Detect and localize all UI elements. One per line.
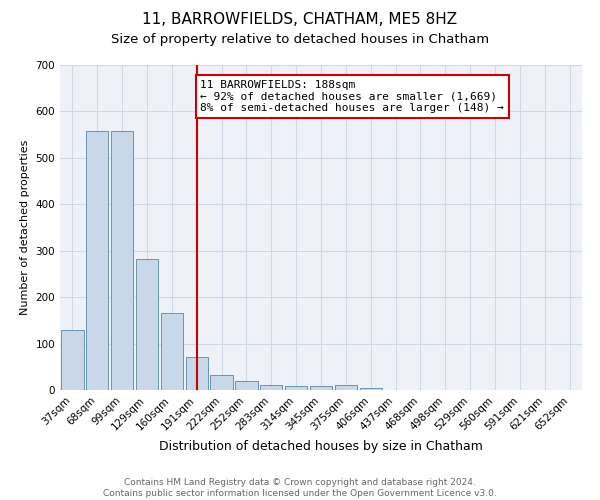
Y-axis label: Number of detached properties: Number of detached properties [20, 140, 30, 315]
Bar [136, 259, 158, 390]
Text: 11, BARROWFIELDS, CHATHAM, ME5 8HZ: 11, BARROWFIELDS, CHATHAM, ME5 8HZ [142, 12, 458, 28]
Bar [161, 314, 183, 390]
Bar [260, 386, 283, 390]
Bar [335, 386, 357, 390]
Text: Size of property relative to detached houses in Chatham: Size of property relative to detached ho… [111, 32, 489, 46]
Bar [310, 386, 332, 390]
X-axis label: Distribution of detached houses by size in Chatham: Distribution of detached houses by size … [159, 440, 483, 453]
Bar [235, 380, 257, 390]
Text: 11 BARROWFIELDS: 188sqm
← 92% of detached houses are smaller (1,669)
8% of semi-: 11 BARROWFIELDS: 188sqm ← 92% of detache… [200, 80, 504, 113]
Bar [111, 132, 133, 390]
Bar [86, 132, 109, 390]
Bar [61, 330, 83, 390]
Bar [359, 388, 382, 390]
Text: Contains HM Land Registry data © Crown copyright and database right 2024.
Contai: Contains HM Land Registry data © Crown c… [103, 478, 497, 498]
Bar [185, 356, 208, 390]
Bar [285, 386, 307, 390]
Bar [211, 374, 233, 390]
